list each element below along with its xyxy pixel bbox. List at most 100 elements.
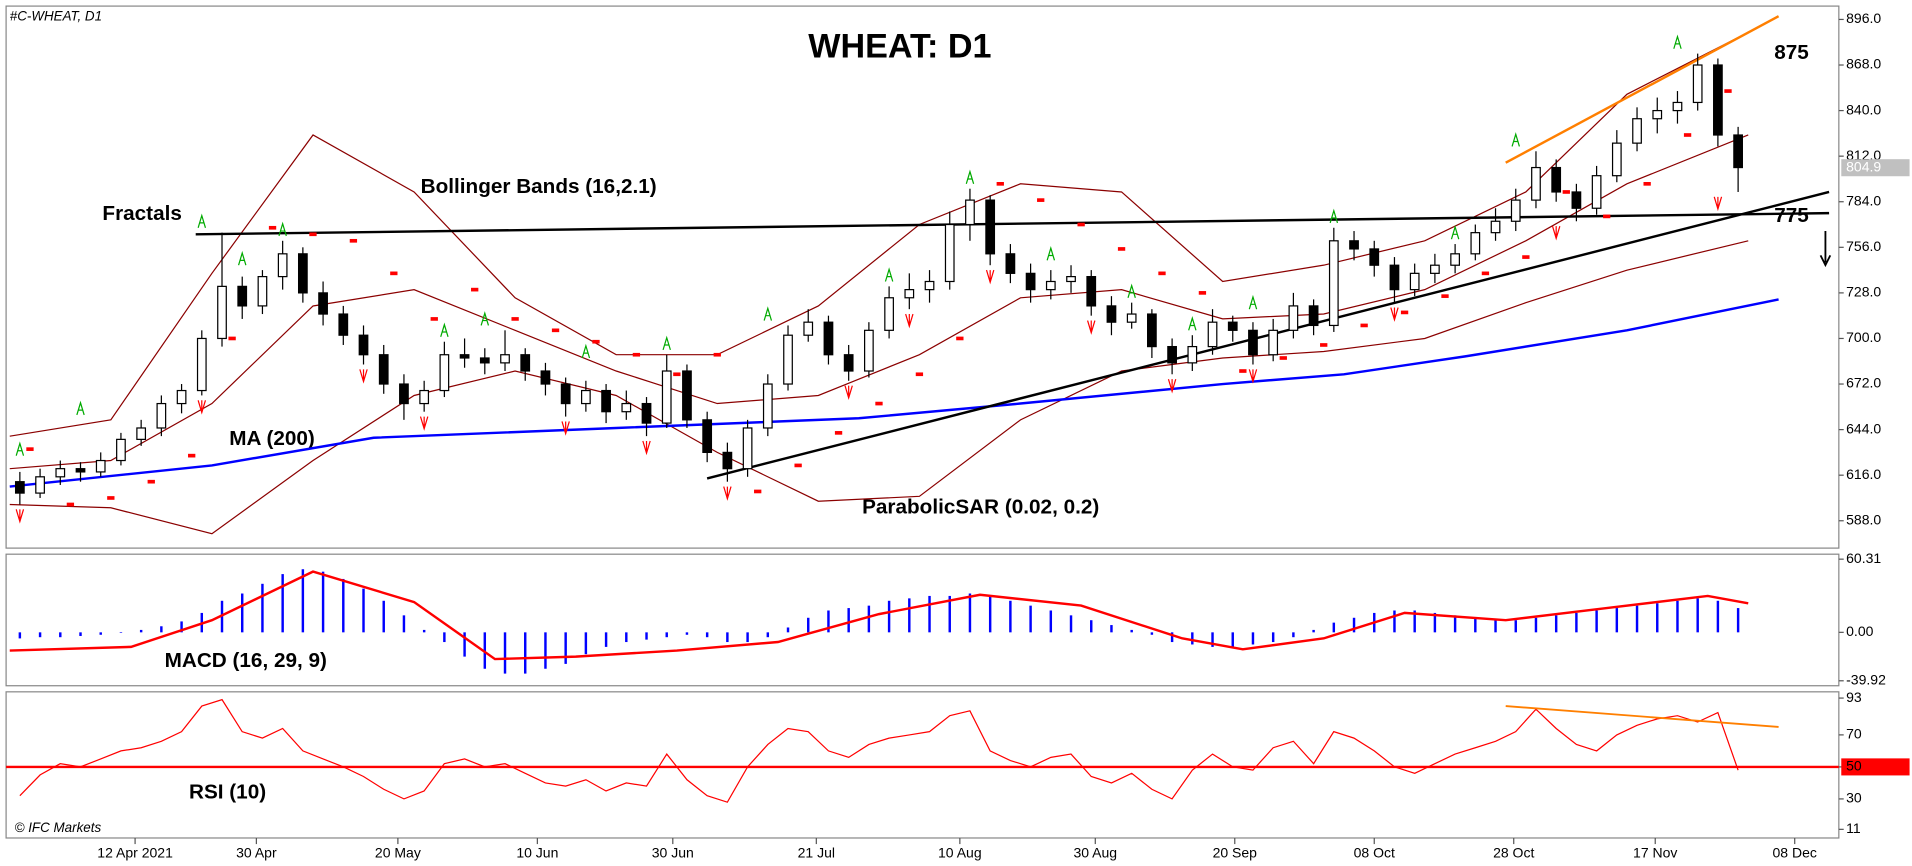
fractal-up — [763, 306, 773, 321]
macd-bar — [59, 632, 62, 638]
macd-bar — [1514, 620, 1517, 633]
candle-body — [75, 468, 86, 473]
candle-body — [682, 370, 692, 421]
x-tick-label: 30 Apr — [236, 845, 277, 861]
ma-line — [9, 298, 1779, 488]
candle-body — [762, 383, 773, 429]
fractal-up — [1329, 208, 1339, 224]
candle-body — [641, 402, 652, 424]
candle-body — [479, 357, 490, 364]
candle-body — [1672, 101, 1683, 112]
y-tick-label: 30 — [1846, 790, 1862, 806]
x-tick-label: 30 Aug — [1073, 845, 1117, 861]
y-tick-label: 784.0 — [1846, 192, 1881, 208]
candle-body — [985, 199, 996, 255]
candle-body — [196, 337, 207, 392]
macd-bar — [645, 632, 648, 640]
candle-body — [1106, 305, 1117, 323]
candle-body — [1328, 240, 1339, 327]
macd-bar — [1554, 615, 1558, 633]
fractal-down — [723, 486, 732, 501]
candle-body — [500, 354, 510, 364]
y-tick-label: 868.0 — [1846, 56, 1881, 72]
candle-body — [1450, 253, 1460, 266]
watermark: © IFC Markets — [15, 820, 102, 835]
candle-body — [338, 313, 349, 336]
x-tick-label: 17 Nov — [1633, 845, 1677, 861]
candle-body — [1126, 313, 1137, 323]
main-panel — [5, 5, 1840, 549]
sar-dot — [1683, 133, 1692, 137]
macd-bar — [1110, 625, 1113, 633]
sar-dot — [26, 447, 34, 451]
candle-body — [399, 383, 409, 405]
candle-body — [1389, 264, 1400, 291]
y-tick-label: 756.0 — [1846, 238, 1881, 254]
fractal-up — [76, 400, 85, 416]
candle-body — [540, 370, 551, 385]
sar-dot — [188, 453, 196, 458]
macd-bar — [160, 626, 163, 633]
macd-bar — [1049, 610, 1053, 633]
symbol: #C-WHEAT, D1 — [10, 9, 102, 24]
macd-bar — [18, 632, 22, 639]
candle-body — [378, 354, 389, 385]
macd-bar — [99, 632, 102, 635]
sar-dot — [875, 401, 883, 406]
y-tick-label: 812.0 — [1846, 147, 1881, 163]
rsi-level-box — [1841, 758, 1910, 776]
candle-body — [358, 334, 369, 356]
sar-label: ParabolicSAR (0.02, 0.2) — [862, 495, 1099, 518]
macd-bar — [988, 595, 992, 633]
candle-body — [1369, 248, 1380, 266]
macd-bar — [241, 593, 244, 633]
trendline — [195, 211, 1830, 236]
ma-label: MA (200) — [229, 427, 315, 450]
macd-bar — [928, 595, 931, 633]
candle-body — [1005, 253, 1016, 274]
macd-bar — [1736, 608, 1740, 633]
candle-body — [1308, 305, 1319, 327]
candle-body — [136, 427, 147, 440]
candle-body — [156, 402, 167, 429]
macd-bar — [281, 574, 284, 633]
macd-bar — [524, 632, 527, 674]
fractal-up — [1127, 283, 1136, 298]
macd-bar — [786, 627, 790, 633]
fractal-up — [965, 169, 975, 185]
candle-body — [965, 199, 975, 226]
macd-bar — [1696, 598, 1699, 633]
fractal-down — [985, 269, 995, 285]
candle-body — [520, 354, 531, 372]
candle-body — [35, 476, 45, 494]
candle-body — [237, 285, 248, 307]
sar-dot — [309, 232, 317, 237]
target-label: 875 — [1774, 41, 1809, 64]
candle-body — [1490, 220, 1501, 234]
x-tick-label: 10 Jun — [516, 845, 558, 861]
candle-body — [621, 402, 632, 413]
fractal-down — [1167, 378, 1177, 394]
candle-body — [864, 329, 874, 372]
y-tick-label: 840.0 — [1846, 101, 1881, 117]
x-tick-label: 30 Jun — [652, 845, 694, 861]
candle-body — [601, 389, 611, 413]
macd-bar — [604, 632, 608, 647]
sar-dot — [1643, 182, 1651, 186]
macd-bar — [948, 595, 951, 633]
macd-bar — [908, 598, 911, 633]
y-tick-label: 896.0 — [1846, 10, 1881, 26]
macd-bar — [766, 632, 770, 638]
candle-body — [1632, 118, 1642, 144]
fractal-up — [1188, 316, 1197, 331]
fractal-up — [1248, 294, 1258, 310]
candle-body — [1207, 321, 1218, 348]
x-tick-label: 08 Oct — [1354, 845, 1395, 861]
candle-body — [1349, 240, 1359, 250]
fractal-up — [15, 441, 25, 456]
last-price-box — [1841, 159, 1910, 177]
candle-body — [1248, 329, 1258, 356]
candle-body — [1692, 64, 1703, 104]
candle-body — [1551, 166, 1562, 193]
macd-bar — [1090, 620, 1093, 633]
